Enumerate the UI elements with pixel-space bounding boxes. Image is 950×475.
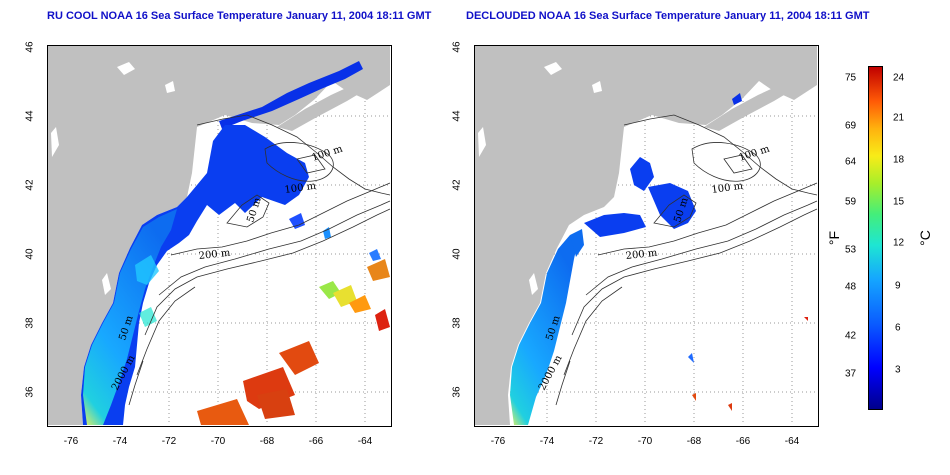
x-tick-label: -64 [357, 436, 373, 447]
x-tick-label: -68 [259, 436, 275, 447]
x-tick-label: -70 [637, 436, 653, 447]
x-tick-label: -76 [63, 436, 79, 447]
x-tick-label: -74 [112, 436, 128, 447]
raw-sst-map-panel: 100 m 100 m 50 m 200 m 50 m 2000 m [47, 45, 392, 427]
y-tick-label: 38 [451, 317, 463, 329]
contour-label-100m-a: 100 m [738, 143, 772, 163]
left-panel-title: RU COOL NOAA 16 Sea Surface Temperature … [47, 10, 432, 22]
colorbar-fahrenheit-tick: 69 [845, 120, 857, 132]
colorbar-celsius-tick: 12 [893, 237, 905, 249]
colorbar-fahrenheit-tick: 75 [845, 72, 857, 84]
raw-sst-map: 100 m 100 m 50 m 200 m 50 m 2000 m [47, 45, 391, 425]
land-mass [474, 45, 817, 425]
contour-label-100m-b: 100 m [284, 181, 317, 196]
y-tick-label: 46 [451, 41, 463, 53]
nova-scotia-land [704, 69, 817, 131]
temperature-colorbar [868, 66, 883, 410]
y-tick-label: 44 [24, 110, 36, 122]
land-lakes [51, 62, 175, 295]
colorbar-fahrenheit-tick: 48 [845, 281, 857, 293]
x-tick-label: -64 [784, 436, 800, 447]
colorbar-celsius-tick: 6 [895, 322, 901, 334]
colorbar-celsius-tick: 24 [893, 72, 905, 84]
y-tick-label: 46 [24, 41, 36, 53]
y-tick-label: 40 [451, 248, 463, 260]
land-lakes [478, 62, 602, 295]
y-tick-label: 40 [24, 248, 36, 260]
right-panel-title: DECLOUDED NOAA 16 Sea Surface Temperatur… [466, 10, 870, 22]
sst-pixels [510, 93, 808, 425]
contour-label-200m: 200 m [625, 248, 658, 262]
nova-scotia-land [277, 69, 390, 131]
bathymetry-contours [128, 114, 391, 406]
x-tick-label: -76 [490, 436, 506, 447]
colorbar-fahrenheit-tick: 42 [845, 330, 857, 342]
x-tick-label: -72 [161, 436, 177, 447]
colorbar-celsius-tick: 15 [893, 196, 905, 208]
contour-label-100m-b: 100 m [711, 181, 744, 196]
y-tick-label: 44 [451, 110, 463, 122]
colorbar-celsius-tick: 3 [895, 364, 901, 376]
y-tick-label: 42 [451, 179, 463, 191]
colorbar-fahrenheit-label: °F [826, 230, 842, 246]
sst-pixels [81, 61, 381, 425]
colorbar-fahrenheit-tick: 53 [845, 244, 857, 256]
colorbar-celsius-tick: 21 [893, 112, 905, 124]
x-tick-label: -72 [588, 436, 604, 447]
colorbar-celsius-tick: 9 [895, 280, 901, 292]
y-tick-label: 42 [24, 179, 36, 191]
colorbar-fahrenheit-tick: 37 [845, 368, 857, 380]
warm-sst-patches [197, 259, 390, 425]
y-tick-label: 36 [451, 386, 463, 398]
colorbar-fahrenheit-tick: 59 [845, 196, 857, 208]
colorbar-celsius-tick: 18 [893, 154, 905, 166]
colorbar-fahrenheit-tick: 64 [845, 156, 857, 168]
x-tick-label: -70 [210, 436, 226, 447]
contour-label-100m-a: 100 m [311, 143, 345, 163]
x-tick-label: -66 [735, 436, 751, 447]
colorbar-celsius-label: °C [917, 230, 933, 246]
y-tick-label: 36 [24, 386, 36, 398]
y-tick-label: 38 [24, 317, 36, 329]
x-tick-label: -74 [539, 436, 555, 447]
contour-label-200m: 200 m [198, 248, 231, 262]
x-tick-label: -66 [308, 436, 324, 447]
declouded-sst-map-panel: 100 m 100 m 50 m 200 m 50 m 2000 m [474, 45, 819, 427]
x-tick-label: -68 [686, 436, 702, 447]
land-mass [47, 45, 390, 425]
bathymetry-contours [555, 114, 818, 406]
declouded-sst-map: 100 m 100 m 50 m 200 m 50 m 2000 m [474, 45, 818, 425]
